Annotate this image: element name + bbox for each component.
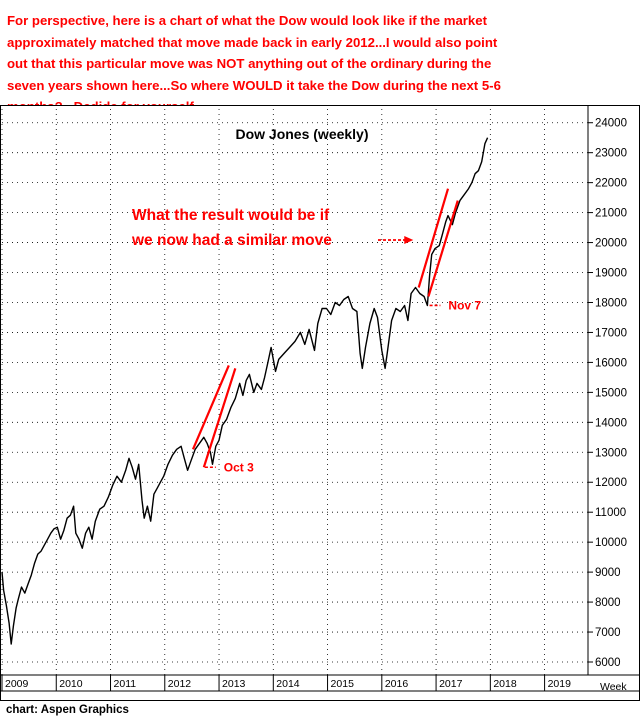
- y-tick-label: 23000: [595, 148, 627, 160]
- chart-credit: chart: Aspen Graphics: [6, 704, 129, 716]
- dow-price-line: [1, 137, 489, 645]
- x-tick-label: 2014: [276, 678, 300, 690]
- x-tick-label: 2013: [222, 678, 246, 690]
- y-axis: 6000 7000 8000 9000 10000 11000 12000 13000 1400…: [587, 105, 627, 675]
- x-axis: 2009 2010 2011 2012 2013 2014 2015 2016 2017 2018…: [0, 674, 640, 693]
- header-commentary: For perspective, here is a chart of what…: [0, 0, 626, 114]
- y-tick-label: 16000: [595, 357, 627, 369]
- x-tick-label: 2016: [385, 678, 409, 690]
- projection-annotation: What the result would be if we now had a …: [131, 207, 414, 249]
- header-line: out that this particular move was NOT an…: [7, 56, 492, 71]
- header-line: approximately matched that move made bac…: [7, 34, 498, 50]
- y-tick-label: 10000: [595, 537, 627, 549]
- x-tick-label: 2010: [59, 678, 83, 690]
- header-line: For perspective, here is a chart of what…: [7, 13, 487, 28]
- y-tick-label: 20000: [595, 238, 627, 250]
- projection-text: we now had a similar move: [131, 232, 332, 249]
- y-tick-label: 19000: [595, 268, 627, 280]
- y-tick-label: 18000: [595, 297, 627, 309]
- date-marker-label: Nov 7: [448, 298, 481, 312]
- dow-chart: 6000 7000 8000 9000 10000 11000 12000 13000 1400…: [0, 105, 640, 701]
- y-tick-label: 14000: [595, 417, 627, 429]
- x-tick-label: 2012: [168, 678, 192, 690]
- channel-lower-line: [427, 200, 459, 297]
- channel-upper-line: [191, 364, 230, 450]
- y-tick-label: 13000: [595, 447, 627, 459]
- x-tick-label: 2018: [493, 678, 517, 690]
- period-label: Week: [600, 681, 627, 693]
- x-tick-label: 2015: [331, 678, 355, 690]
- chart-frame: [0, 105, 640, 701]
- header-line: seven years shown here...So where WOULD …: [7, 77, 501, 93]
- projection-arrow-head: [404, 236, 414, 244]
- y-tick-label: 6000: [595, 657, 621, 669]
- channels-layer: Oct 3 Nov 7: [191, 188, 481, 474]
- x-tick-label: 2009: [5, 678, 29, 690]
- y-tick-label: 8000: [595, 597, 621, 609]
- y-tick-label: 15000: [595, 387, 627, 399]
- y-tick-label: 9000: [595, 567, 621, 579]
- chart-title: Dow Jones (weekly): [235, 126, 368, 142]
- x-tick-label: 2019: [548, 678, 572, 690]
- date-marker-label: Oct 3: [224, 460, 254, 474]
- y-tick-label: 24000: [595, 118, 627, 130]
- x-tick-label: 2011: [114, 678, 137, 690]
- channel-upper-line: [417, 188, 450, 288]
- y-tick-label: 11000: [595, 507, 626, 519]
- projection-text: What the result would be if: [132, 207, 330, 224]
- y-tick-label: 17000: [595, 327, 627, 339]
- x-tick-label: 2017: [439, 678, 463, 690]
- series-layer: [1, 137, 489, 645]
- y-tick-label: 7000: [595, 627, 621, 639]
- y-tick-label: 12000: [595, 477, 627, 489]
- y-tick-label: 21000: [595, 208, 627, 220]
- channel-lower-line: [202, 368, 237, 468]
- y-tick-label: 22000: [595, 178, 627, 190]
